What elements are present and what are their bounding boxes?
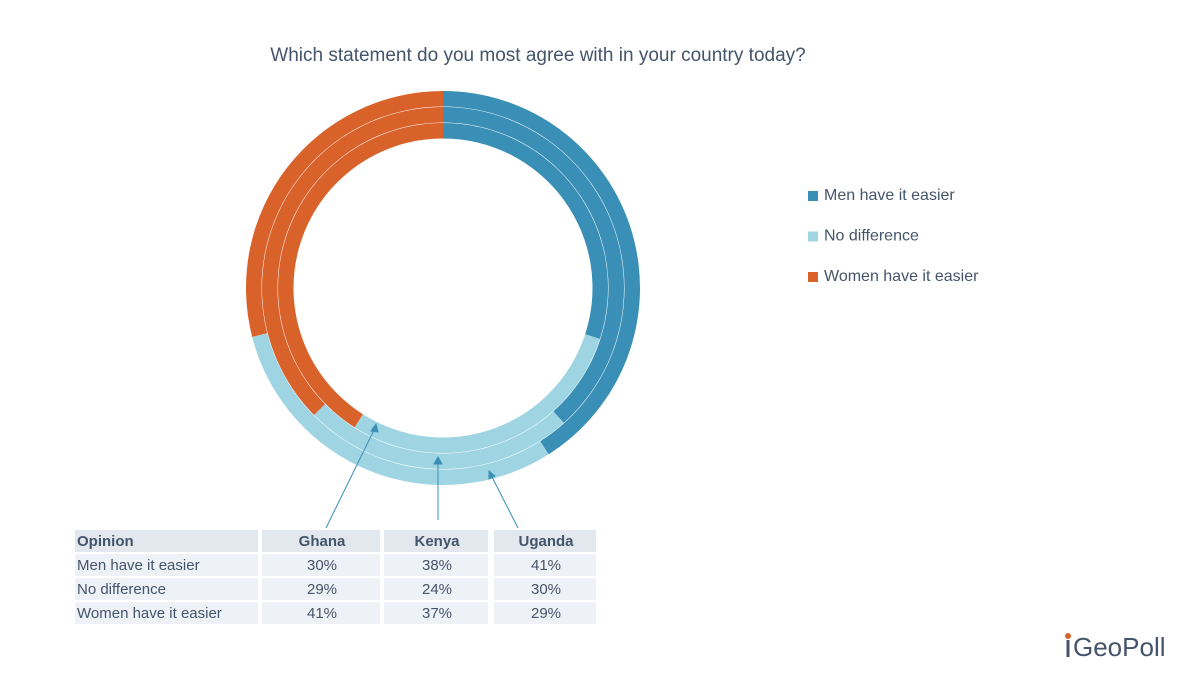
legend-swatch	[808, 272, 818, 282]
table-value: 30%	[531, 581, 561, 598]
logo-text: GeoPoll	[1073, 632, 1166, 662]
logo-bar	[1066, 640, 1070, 657]
table-cell	[75, 554, 258, 576]
pointer-head	[433, 455, 443, 465]
table-header: Uganda	[518, 533, 574, 550]
chart-title: Which statement do you most agree with i…	[270, 45, 805, 66]
legend-label: No difference	[824, 228, 919, 245]
table-cell	[384, 602, 488, 624]
pointer-head	[488, 469, 496, 480]
logo-dot	[1065, 633, 1071, 639]
ring-segment	[443, 91, 640, 455]
table-value: 38%	[422, 557, 452, 574]
table-cell	[262, 554, 380, 576]
ring-segment	[443, 107, 624, 423]
row-label: No difference	[77, 581, 166, 598]
table-value: 30%	[307, 557, 337, 574]
table-value: 24%	[422, 581, 452, 598]
ring-segment	[354, 334, 600, 453]
table-header: Kenya	[414, 533, 460, 550]
table-value: 41%	[307, 605, 337, 622]
table-cell	[262, 530, 380, 552]
table-value: 41%	[531, 557, 561, 574]
table-cell	[494, 554, 596, 576]
table-cell	[384, 578, 488, 600]
table-cell	[75, 602, 258, 624]
pointer-line	[325, 425, 377, 529]
legend-label: Women have it easier	[824, 268, 979, 285]
table-cell	[262, 602, 380, 624]
pointer-head	[370, 422, 379, 433]
table-header: Ghana	[299, 533, 346, 550]
table-value: 37%	[422, 605, 452, 622]
ring-segment	[262, 107, 443, 415]
table-value: 29%	[531, 605, 561, 622]
ring-segment	[443, 123, 608, 339]
table-cell	[494, 578, 596, 600]
ring-segment	[314, 404, 564, 469]
table-cell	[494, 530, 596, 552]
table-cell	[262, 578, 380, 600]
table-cell	[75, 530, 258, 552]
table-header: Opinion	[77, 533, 134, 550]
table-cell	[384, 554, 488, 576]
table-value: 29%	[307, 581, 337, 598]
legend-swatch	[808, 231, 818, 242]
pointers	[325, 422, 519, 529]
row-label: Women have it easier	[77, 605, 222, 622]
legend-swatch	[808, 191, 818, 201]
table-cell	[384, 530, 488, 552]
table-cell	[494, 602, 596, 624]
row-label: Men have it easier	[77, 557, 200, 574]
legend-label: Men have it easier	[824, 187, 955, 204]
pointer-line	[489, 472, 519, 529]
table-cell	[75, 578, 258, 600]
logo: GeoPoll	[1065, 632, 1166, 662]
ring-segment	[277, 123, 443, 428]
